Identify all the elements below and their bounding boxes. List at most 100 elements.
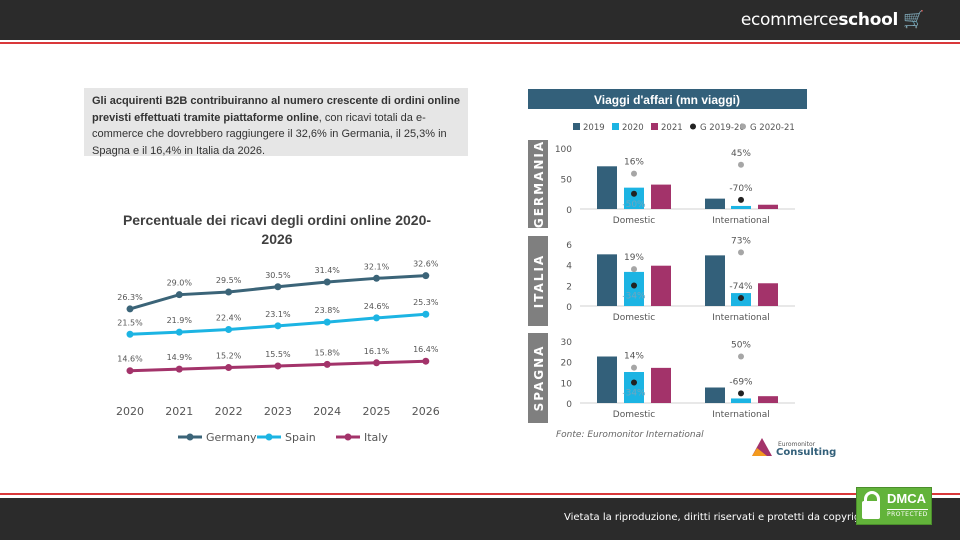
growth-label-2019-20: -70% xyxy=(729,184,753,194)
euromonitor-logo-bottom: Consulting xyxy=(776,447,836,458)
data-point xyxy=(373,359,380,367)
dmca-protected-label: PROTECTED xyxy=(887,509,928,518)
data-point xyxy=(323,360,331,368)
data-label: 29.5% xyxy=(216,276,242,285)
category-label: Domestic xyxy=(613,410,655,420)
bar-2020 xyxy=(624,372,644,403)
data-label: 22.4% xyxy=(216,314,242,323)
bar-2021 xyxy=(758,396,778,403)
growth-marker-2019-20 xyxy=(738,390,744,397)
footer-bar xyxy=(0,498,960,540)
legend-label: G 2020-21 xyxy=(750,123,795,133)
legend-marker xyxy=(344,433,352,441)
lock-icon xyxy=(862,501,880,519)
y-tick-label: 10 xyxy=(561,379,573,389)
data-point xyxy=(126,367,134,375)
y-tick-label: 30 xyxy=(561,338,573,348)
data-label: 14.9% xyxy=(167,353,193,362)
y-tick-label: 0 xyxy=(566,206,572,216)
header-divider xyxy=(0,42,960,44)
y-tick-label: 2 xyxy=(566,282,572,292)
legend-label: Spain xyxy=(285,431,316,444)
data-point xyxy=(225,326,233,334)
legend-swatch xyxy=(612,123,619,130)
data-point xyxy=(323,318,331,326)
growth-label-2019-20: -69% xyxy=(729,377,753,387)
growth-label-2020-21: 19% xyxy=(624,253,644,263)
data-label: 15.8% xyxy=(314,348,340,357)
footer-divider xyxy=(0,493,960,495)
data-point xyxy=(274,283,282,291)
bar-2021 xyxy=(651,265,671,306)
header-bar xyxy=(0,0,960,40)
data-point xyxy=(373,314,380,322)
growth-marker-2020-21 xyxy=(631,170,637,177)
legend-marker xyxy=(186,433,194,441)
data-label: 32.6% xyxy=(413,260,439,269)
legend-marker xyxy=(265,433,273,441)
data-label: 23.8% xyxy=(314,306,340,315)
data-label: 23.1% xyxy=(265,310,291,319)
growth-label-2020-21: 45% xyxy=(731,149,751,159)
category-label: Domestic xyxy=(613,216,655,226)
legend-label: 2020 xyxy=(622,123,644,133)
country-tab xyxy=(528,333,548,423)
data-point xyxy=(225,288,233,296)
bar-2019 xyxy=(597,356,617,403)
bar-2019 xyxy=(705,387,725,403)
growth-marker-2020-21 xyxy=(738,161,744,168)
data-label: 30.5% xyxy=(265,271,291,280)
y-tick-label: 6 xyxy=(566,241,572,251)
bar-2020 xyxy=(731,398,751,403)
data-label: 26.3% xyxy=(117,293,143,302)
category-label: International xyxy=(712,410,769,420)
growth-marker-2019-20 xyxy=(631,190,637,197)
intro-rest: , con ricavi totali da e-commerce che do… xyxy=(92,111,447,157)
bar-2021 xyxy=(651,184,671,209)
growth-label-2019-20: -34% xyxy=(622,292,646,302)
x-tick-label: 2023 xyxy=(264,405,292,418)
country-tab xyxy=(528,140,548,228)
country-label: GERMANIA xyxy=(532,140,546,228)
bar-2019 xyxy=(597,166,617,209)
line-chart-title-line2: 2026 xyxy=(261,231,292,247)
country-tab xyxy=(528,236,548,326)
dmca-badge[interactable]: DMCA PROTECTED xyxy=(856,487,932,525)
data-point xyxy=(274,322,282,330)
bar-2020 xyxy=(731,205,751,209)
legend-label: G 2019-20 xyxy=(700,123,745,133)
growth-label-2020-21: 16% xyxy=(624,158,644,168)
bar-2019 xyxy=(705,255,725,306)
growth-marker-2019-20 xyxy=(738,196,744,203)
intro-text-box: Gli acquirenti B2B contribuiranno al num… xyxy=(84,88,468,157)
line-chart-title: Percentuale dei ricavi degli ordini onli… xyxy=(123,212,431,228)
growth-label-2020-21: 50% xyxy=(731,341,751,351)
bar-2020 xyxy=(624,187,644,209)
bar-2021 xyxy=(758,283,778,306)
x-tick-label: 2022 xyxy=(215,405,243,418)
data-point xyxy=(175,328,183,336)
legend-marker xyxy=(740,123,746,130)
legend-swatch xyxy=(651,123,658,130)
euromonitor-logo-mark-accent xyxy=(752,448,767,456)
legend-label: 2021 xyxy=(661,123,683,133)
x-tick-label: 2020 xyxy=(116,405,144,418)
legend-label: Italy xyxy=(364,431,388,444)
legend-label: 2019 xyxy=(583,123,605,133)
logo-text-bold: school xyxy=(838,10,899,30)
ecommerceschool-logo[interactable]: ecommerceschool 🛒 xyxy=(741,10,924,30)
growth-marker-2019-20 xyxy=(631,282,637,289)
data-label: 32.1% xyxy=(364,262,390,271)
bar-chart-title-bar xyxy=(528,89,807,109)
legend-label: Germany xyxy=(206,431,257,444)
data-label: 21.9% xyxy=(167,316,193,325)
growth-marker-2020-21 xyxy=(631,266,637,273)
y-tick-label: 20 xyxy=(561,359,573,369)
data-point xyxy=(422,357,430,365)
data-label: 29.0% xyxy=(167,279,193,288)
data-point xyxy=(422,272,430,280)
data-label: 15.2% xyxy=(216,352,242,361)
y-tick-label: 4 xyxy=(566,262,572,272)
growth-marker-2020-21 xyxy=(631,364,637,371)
